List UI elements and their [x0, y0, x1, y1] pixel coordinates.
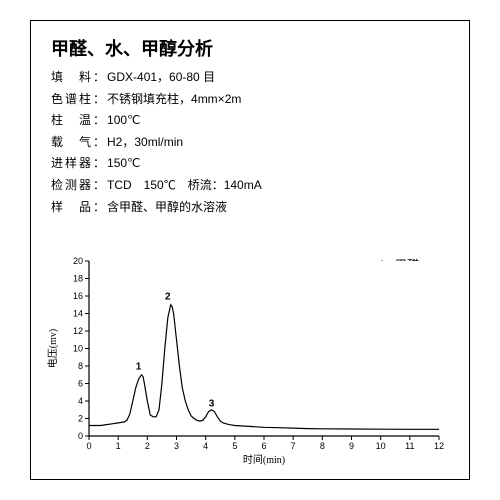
param-value: H2，30ml/min: [107, 135, 183, 149]
param-value: 100℃: [107, 113, 141, 127]
svg-text:0: 0: [78, 431, 83, 441]
param-value: GDX-401，60-80 目: [107, 70, 215, 84]
param-row: 进样器：150℃: [51, 153, 449, 175]
svg-text:14: 14: [73, 309, 83, 319]
svg-text:8: 8: [320, 441, 325, 451]
svg-text:6: 6: [78, 379, 83, 389]
peak-number: 2: [165, 292, 171, 303]
x-axis-label: 时间(min): [243, 453, 285, 466]
param-row: 载 气：H2，30ml/min: [51, 132, 449, 154]
param-label: 载 气：: [51, 135, 107, 149]
param-value: 不锈钢填充柱，4mm×2m: [107, 92, 241, 106]
svg-text:16: 16: [73, 291, 83, 301]
card-title: 甲醛、水、甲醇分析: [51, 35, 449, 61]
param-value: 150℃: [107, 156, 141, 170]
param-label: 色谱柱：: [51, 92, 107, 106]
page: 甲醛、水、甲醇分析 填 料：GDX-401，60-80 目色谱柱：不锈钢填充柱，…: [0, 0, 500, 500]
param-label: 柱 温：: [51, 113, 107, 127]
param-value: 含甲醛、甲醇的水溶液: [107, 200, 227, 214]
param-label: 进样器：: [51, 156, 107, 170]
svg-text:4: 4: [78, 396, 83, 406]
param-value: TCD 150℃ 桥流：140mA: [107, 178, 262, 192]
param-row: 检测器：TCD 150℃ 桥流：140mA: [51, 175, 449, 197]
peak-number: 3: [209, 398, 215, 409]
svg-text:6: 6: [261, 441, 266, 451]
svg-text:11: 11: [405, 441, 414, 451]
param-label: 样 品：: [51, 200, 107, 214]
svg-text:12: 12: [73, 326, 83, 336]
y-axis-label: 电压(mv): [46, 329, 59, 368]
svg-text:9: 9: [349, 441, 354, 451]
svg-text:5: 5: [232, 441, 237, 451]
chromatogram-chart: 012345678910111202468101214161820123时间(m…: [39, 251, 459, 471]
svg-text:1: 1: [116, 441, 121, 451]
svg-text:2: 2: [145, 441, 150, 451]
peak-number: 1: [136, 362, 142, 373]
svg-text:3: 3: [174, 441, 179, 451]
svg-text:4: 4: [203, 441, 208, 451]
param-label: 检测器：: [51, 178, 107, 192]
param-row: 色谱柱：不锈钢填充柱，4mm×2m: [51, 89, 449, 111]
param-row: 柱 温：100℃: [51, 110, 449, 132]
svg-text:0: 0: [86, 441, 91, 451]
svg-text:18: 18: [73, 274, 83, 284]
param-row: 样 品：含甲醛、甲醇的水溶液: [51, 197, 449, 219]
svg-text:12: 12: [434, 441, 444, 451]
svg-text:8: 8: [78, 361, 83, 371]
param-label: 填 料：: [51, 70, 107, 84]
svg-text:10: 10: [376, 441, 386, 451]
chart-svg: 012345678910111202468101214161820123时间(m…: [39, 251, 459, 471]
svg-text:10: 10: [73, 344, 83, 354]
info-card: 甲醛、水、甲醇分析 填 料：GDX-401，60-80 目色谱柱：不锈钢填充柱，…: [30, 20, 470, 480]
param-row: 填 料：GDX-401，60-80 目: [51, 67, 449, 89]
svg-text:2: 2: [78, 414, 83, 424]
param-block: 填 料：GDX-401，60-80 目色谱柱：不锈钢填充柱，4mm×2m柱 温：…: [51, 67, 449, 218]
svg-text:20: 20: [73, 256, 83, 266]
svg-text:7: 7: [291, 441, 296, 451]
